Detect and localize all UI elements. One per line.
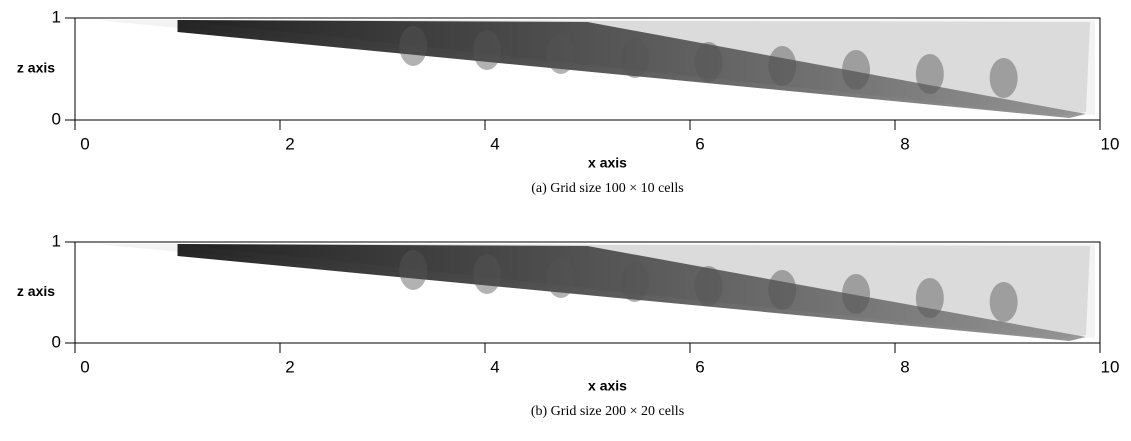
field-plume <box>694 266 723 306</box>
field-plume <box>473 254 502 294</box>
x-tick-label: 4 <box>490 134 499 153</box>
field-band <box>177 20 1086 118</box>
x-tick-label: 8 <box>900 134 909 153</box>
field-plume <box>546 258 575 298</box>
field-band <box>177 244 1086 341</box>
x-tick-label: 0 <box>80 357 89 376</box>
field-plume <box>915 278 944 318</box>
field-plume <box>989 282 1018 322</box>
plot-frame <box>74 17 1101 121</box>
x-tick-label: 0 <box>80 134 89 153</box>
field-plume <box>989 58 1018 98</box>
caption: (b) Grid size 200 × 20 cells <box>531 404 684 419</box>
field-plume <box>768 46 797 86</box>
x-tick-label: 10 <box>1101 134 1120 153</box>
x-axis-label: x axis <box>588 378 627 394</box>
field-plume <box>620 262 649 302</box>
x-axis-label: x axis <box>588 155 627 171</box>
x-tick-label: 10 <box>1101 357 1120 376</box>
y-tick-label: 0 <box>52 332 61 351</box>
plot-frame <box>74 241 1101 344</box>
caption: (a) Grid size 100 × 10 cells <box>531 181 684 196</box>
field-plume <box>399 250 428 290</box>
field-plume <box>842 274 871 314</box>
y-tick-label: 1 <box>52 231 61 250</box>
y-tick-label: 1 <box>52 7 61 26</box>
field-plume <box>842 50 871 90</box>
field-plume <box>915 54 944 94</box>
x-tick-label: 8 <box>900 357 909 376</box>
y-axis-label: z axis <box>17 60 55 76</box>
field-plume <box>473 30 502 70</box>
field-plume <box>768 270 797 310</box>
y-axis-label: z axis <box>17 283 55 299</box>
y-tick-label: 0 <box>52 109 61 128</box>
field-plume <box>620 38 649 78</box>
x-tick-label: 2 <box>285 134 294 153</box>
field-plume <box>694 42 723 82</box>
x-tick-label: 6 <box>695 357 704 376</box>
field-plume <box>546 34 575 74</box>
x-tick-label: 6 <box>695 134 704 153</box>
field-plume <box>399 26 428 66</box>
x-tick-label: 2 <box>285 357 294 376</box>
x-tick-label: 4 <box>490 357 499 376</box>
